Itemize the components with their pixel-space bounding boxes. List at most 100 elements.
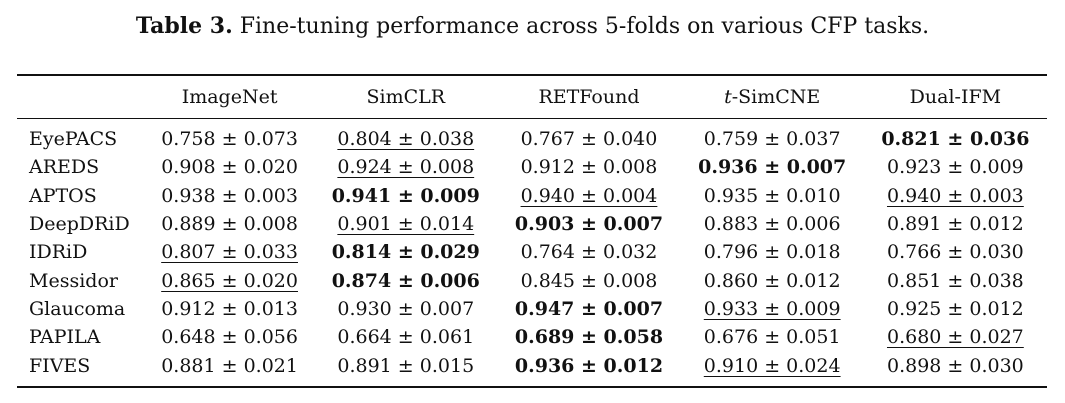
cell-value: 0.766 ± 0.030	[886, 241, 1024, 264]
cell-value: 0.901 ± 0.014	[337, 213, 475, 236]
row-label: AREDS	[29, 156, 100, 179]
table-cell: 0.923 ± 0.009	[864, 153, 1047, 181]
table-cell: 0.912 ± 0.013	[145, 295, 314, 323]
table-cell: 0.764 ± 0.032	[497, 238, 680, 266]
cell-value: 0.865 ± 0.020	[161, 269, 298, 292]
table-cell: 0.940 ± 0.004	[497, 182, 680, 210]
cell-value: 0.923 ± 0.009	[886, 156, 1024, 179]
cell-value: 0.924 ± 0.008	[337, 156, 475, 179]
table-cell: 0.851 ± 0.038	[864, 266, 1047, 294]
header-corner-cell	[17, 75, 145, 119]
cell-value: 0.807 ± 0.033	[161, 241, 298, 264]
cell-value: 0.881 ± 0.021	[161, 354, 298, 377]
table-header: ImageNet SimCLR RETFound t-SimCNE Dual-I…	[17, 75, 1047, 119]
row-label: FIVES	[29, 354, 91, 377]
cell-value: 0.874 ± 0.006	[331, 269, 480, 292]
table-cell: 0.689 ± 0.058	[497, 323, 680, 351]
table-cell: 0.941 ± 0.009	[314, 182, 497, 210]
column-header-retfound: RETFound	[538, 86, 640, 108]
cell-value: 0.938 ± 0.003	[161, 184, 298, 207]
cell-value: 0.860 ± 0.012	[703, 269, 841, 292]
cell-value: 0.930 ± 0.007	[337, 297, 475, 320]
cell-value: 0.940 ± 0.004	[520, 184, 658, 207]
table-cell: 0.935 ± 0.010	[681, 182, 864, 210]
table-cell: 0.891 ± 0.015	[314, 351, 497, 386]
table-caption-label: Table 3.	[135, 13, 233, 39]
cell-value: 0.689 ± 0.058	[514, 326, 664, 349]
table-cell: 0.845 ± 0.008	[497, 266, 680, 294]
table-cell: 0.664 ± 0.061	[314, 323, 497, 351]
cell-value: 0.925 ± 0.012	[886, 297, 1024, 320]
cell-value: 0.936 ± 0.007	[698, 156, 847, 179]
row-label: Glaucoma	[29, 297, 126, 320]
cell-value: 0.933 ± 0.009	[703, 297, 841, 320]
cell-value: 0.845 ± 0.008	[520, 269, 658, 292]
column-header-simclr: SimCLR	[366, 86, 446, 108]
cell-value: 0.664 ± 0.061	[337, 326, 475, 349]
table-cell: 0.758 ± 0.073	[145, 119, 314, 154]
table-cell: 0.903 ± 0.007	[497, 210, 680, 238]
table-cell: 0.874 ± 0.006	[314, 266, 497, 294]
table-cell: 0.804 ± 0.038	[314, 119, 497, 154]
column-header-dual-ifm: Dual-IFM	[909, 86, 1002, 108]
table-row: PAPILA 0.648 ± 0.056 0.664 ± 0.061 0.689 ± …	[17, 323, 1047, 351]
column-header-t-simcne: t-SimCNE	[724, 86, 821, 108]
cell-value: 0.759 ± 0.037	[703, 128, 841, 151]
row-label: DeepDRiD	[29, 213, 130, 236]
table-row: EyePACS 0.758 ± 0.073 0.804 ± 0.038 0.767 ±…	[17, 118, 1047, 154]
table-cell: 0.940 ± 0.003	[864, 182, 1047, 210]
results-table-container: ImageNet SimCLR RETFound t-SimCNE Dual-I…	[17, 74, 1047, 388]
cell-value: 0.821 ± 0.036	[881, 128, 1030, 151]
table-row: DeepDRiD 0.889 ± 0.008 0.901 ± 0.014 0.903 …	[17, 210, 1047, 238]
cell-value: 0.758 ± 0.073	[161, 128, 298, 151]
cell-value: 0.910 ± 0.024	[703, 354, 841, 377]
table-cell: 0.912 ± 0.008	[497, 153, 680, 181]
table-row: AREDS 0.908 ± 0.020 0.924 ± 0.008 0.912 ± 0…	[17, 153, 1047, 181]
table-cell: 0.759 ± 0.037	[681, 119, 864, 154]
table-cell: 0.936 ± 0.007	[681, 153, 864, 181]
table-cell: 0.901 ± 0.014	[314, 210, 497, 238]
table-row: Glaucoma 0.912 ± 0.013 0.930 ± 0.007 0.947 …	[17, 295, 1047, 323]
table-cell: 0.881 ± 0.021	[145, 351, 314, 386]
results-table: ImageNet SimCLR RETFound t-SimCNE Dual-I…	[17, 74, 1047, 388]
table-cell: 0.947 ± 0.007	[497, 295, 680, 323]
table-body: EyePACS 0.758 ± 0.073 0.804 ± 0.038 0.767 ±…	[17, 118, 1047, 387]
cell-value: 0.947 ± 0.007	[514, 297, 664, 320]
table-cell: 0.925 ± 0.012	[864, 295, 1047, 323]
cell-value: 0.935 ± 0.010	[703, 184, 841, 207]
cell-value: 0.912 ± 0.013	[161, 297, 298, 320]
table-cell: 0.821 ± 0.036	[864, 119, 1047, 154]
cell-value: 0.891 ± 0.012	[886, 213, 1024, 236]
table-row: APTOS 0.938 ± 0.003 0.941 ± 0.009 0.940 ± 0…	[17, 182, 1047, 210]
table-cell: 0.891 ± 0.012	[864, 210, 1047, 238]
cell-value: 0.898 ± 0.030	[886, 354, 1024, 377]
table-row: FIVES 0.881 ± 0.021 0.891 ± 0.015 0.936 ± 0…	[17, 351, 1047, 387]
cell-value: 0.767 ± 0.040	[520, 128, 658, 151]
table-cell: 0.680 ± 0.027	[864, 323, 1047, 351]
table-cell: 0.676 ± 0.051	[681, 323, 864, 351]
table-cell: 0.807 ± 0.033	[145, 238, 314, 266]
cell-value: 0.941 ± 0.009	[331, 184, 480, 207]
cell-value: 0.814 ± 0.029	[331, 241, 480, 264]
table-cell: 0.930 ± 0.007	[314, 295, 497, 323]
cell-value: 0.764 ± 0.032	[520, 241, 658, 264]
table-caption: Table 3. Fine-tuning performance across …	[0, 10, 1065, 43]
cell-value: 0.889 ± 0.008	[161, 213, 298, 236]
table-cell: 0.908 ± 0.020	[145, 153, 314, 181]
table-row: IDRiD 0.807 ± 0.033 0.814 ± 0.029 0.764 ± 0…	[17, 238, 1047, 266]
row-label: PAPILA	[29, 326, 101, 349]
table-cell: 0.767 ± 0.040	[497, 119, 680, 154]
cell-value: 0.940 ± 0.003	[886, 184, 1024, 207]
table-cell: 0.933 ± 0.009	[681, 295, 864, 323]
table-cell: 0.860 ± 0.012	[681, 266, 864, 294]
cell-value: 0.804 ± 0.038	[337, 128, 475, 151]
header-row: ImageNet SimCLR RETFound t-SimCNE Dual-I…	[17, 75, 1047, 119]
table-cell: 0.796 ± 0.018	[681, 238, 864, 266]
row-label: APTOS	[29, 184, 97, 207]
cell-value: 0.883 ± 0.006	[703, 213, 841, 236]
cell-value: 0.796 ± 0.018	[703, 241, 841, 264]
table-cell: 0.898 ± 0.030	[864, 351, 1047, 386]
cell-value: 0.891 ± 0.015	[337, 354, 475, 377]
table-row: Messidor 0.865 ± 0.020 0.874 ± 0.006 0.845 …	[17, 266, 1047, 294]
table-cell: 0.889 ± 0.008	[145, 210, 314, 238]
